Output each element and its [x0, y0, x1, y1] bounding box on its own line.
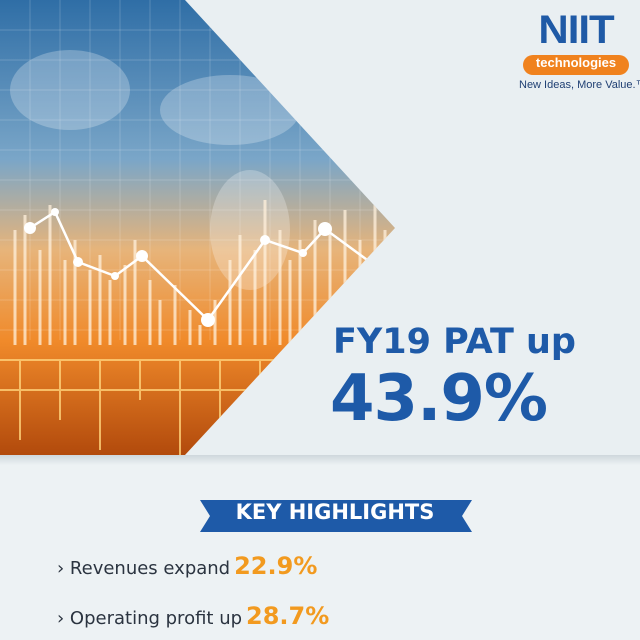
highlight-item: › Operating profit up 28.7%	[57, 602, 329, 630]
item-label: › Revenues expand	[57, 558, 231, 579]
highlights-title: KEY HIGHLIGHTS	[235, 500, 435, 524]
item-value: 28.7%	[246, 602, 330, 630]
headline-value: 43.9%	[330, 362, 548, 436]
panel-shadow	[0, 455, 640, 465]
lower-panel	[0, 455, 640, 640]
logo-name: NIIT	[538, 8, 614, 52]
item-value: 22.9%	[234, 552, 318, 580]
headline-title: FY19 PAT up	[333, 322, 576, 362]
logo-tagline: New Ideas, More Value.™	[519, 79, 640, 91]
highlight-item: › Revenues expand 22.9%	[57, 552, 317, 580]
logo-sub: technologies	[523, 55, 629, 75]
ribbon	[200, 500, 472, 532]
item-label: › Operating profit up	[57, 608, 243, 629]
